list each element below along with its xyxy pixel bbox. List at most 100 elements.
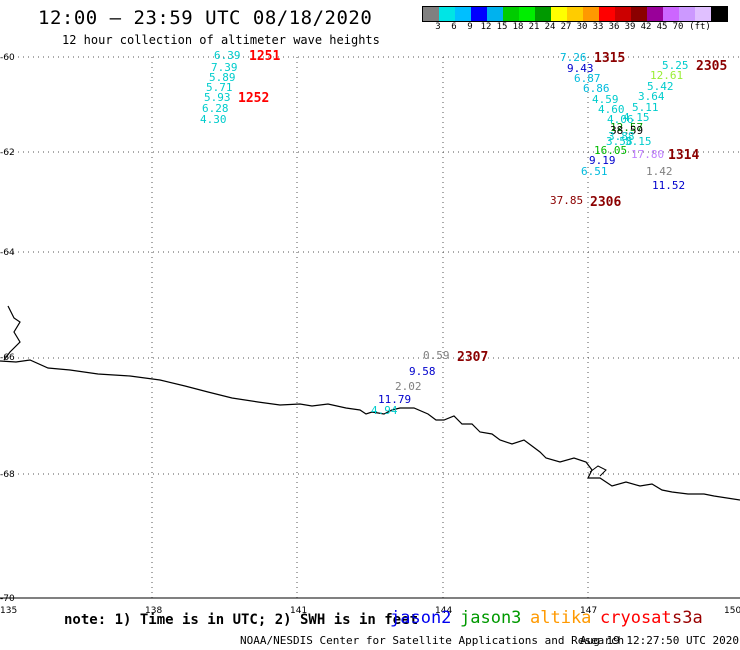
wave-height-value: 11.52 xyxy=(652,179,685,192)
wave-height-value: 4.06 xyxy=(607,113,634,126)
satellite-cryosat: cryosat xyxy=(600,608,672,628)
latitude-label: -70 xyxy=(0,594,15,604)
pass-time-label: 2307 xyxy=(457,350,488,365)
wave-height-value: 5.11 xyxy=(632,101,659,114)
wave-height-value: 5.71 xyxy=(206,81,233,94)
wave-height-value: 0.59 xyxy=(423,349,450,362)
wave-height-value: 7.26 xyxy=(560,51,587,64)
axis-labels: -60 -62 -64 -66 -68 -70 135 138 141 144 147 150 xyxy=(0,53,740,616)
satellite-s3a: s3a xyxy=(672,608,703,628)
satellite-jason2: jason2 xyxy=(390,608,452,628)
color-scale-label: (ft) xyxy=(689,22,711,32)
wave-height-value: 17.80 xyxy=(631,148,664,161)
wave-height-value: 5.89 xyxy=(209,71,236,84)
wave-height-value: 5.25 xyxy=(662,59,689,72)
wave-height-value: 3.58 xyxy=(606,135,633,148)
wave-height-value: 38.59 xyxy=(610,124,643,137)
wave-height-value: 9.58 xyxy=(409,365,436,378)
pass-time-label: 2306 xyxy=(590,195,621,210)
color-scale-label: 9 xyxy=(467,22,473,32)
wave-height-value: 37.85 xyxy=(550,194,583,207)
wave-height-value: 16.05 xyxy=(594,144,627,157)
color-swatch xyxy=(503,7,519,21)
pass-time-label: 1252 xyxy=(238,91,269,106)
wave-height-value: 4.94 xyxy=(371,404,398,417)
color-swatch xyxy=(599,7,615,21)
color-scale-label: 70 xyxy=(672,22,684,32)
color-scale-label: 24 xyxy=(544,22,556,32)
color-scale-label: 18 xyxy=(512,22,524,32)
color-swatch xyxy=(519,7,535,21)
color-swatch xyxy=(439,7,455,21)
wave-height-value: 5.42 xyxy=(647,80,674,93)
footer-credit: NOAA/NESDIS Center for Satellite Applica… xyxy=(240,634,625,647)
latitude-label: -62 xyxy=(0,148,15,158)
antarctic-coastline-detail xyxy=(589,465,607,477)
color-swatch xyxy=(583,7,599,21)
footer-timestamp: Aug 19 12:27:50 UTC 2020 xyxy=(580,634,739,647)
wave-height-value: 12.57 xyxy=(610,121,643,134)
color-swatch xyxy=(711,7,727,21)
wave-height-value: 5.93 xyxy=(204,91,231,104)
color-scale-label: 15 xyxy=(496,22,508,32)
footer-note: note: 1) Time is in UTC; 2) SWH is in fe… xyxy=(64,612,419,628)
color-scale-label: 33 xyxy=(592,22,604,32)
wave-height-value: 3.88 xyxy=(608,130,635,143)
color-scale-bar xyxy=(422,6,728,22)
latitude-label: -64 xyxy=(0,248,15,258)
color-swatch xyxy=(535,7,551,21)
color-scale-label: 6 xyxy=(451,22,457,32)
color-scale-label: 30 xyxy=(576,22,588,32)
wave-height-value: 4.15 xyxy=(623,111,650,124)
color-swatch xyxy=(455,7,471,21)
color-scale-label: 12 xyxy=(480,22,492,32)
color-scale-label: 45 xyxy=(656,22,668,32)
color-scale-label: 3 xyxy=(435,22,441,32)
color-scale-label: 27 xyxy=(560,22,572,32)
color-swatch xyxy=(551,7,567,21)
wave-height-value: 4.59 xyxy=(592,93,619,106)
color-swatch xyxy=(615,7,631,21)
wave-height-value: 6.39 xyxy=(214,49,241,62)
longitude-label: 144 xyxy=(435,606,452,616)
wave-height-value: 12.61 xyxy=(650,69,683,82)
color-scale-label: 39 xyxy=(624,22,636,32)
color-swatch xyxy=(663,7,679,21)
map-title: 12:00 – 23:59 UTC 08/18/2020 xyxy=(38,7,373,29)
pass-time-label: 1315 xyxy=(594,51,625,66)
lat-lon-grid xyxy=(0,56,740,599)
wave-height-value: 6.51 xyxy=(581,165,608,178)
latitude-label: -68 xyxy=(0,470,15,480)
wave-height-value: 9.43 xyxy=(567,62,594,75)
satellite-altika: altika xyxy=(530,608,592,628)
longitude-label: 150 xyxy=(724,606,740,616)
color-swatch xyxy=(487,7,503,21)
measurement-labels: 6.397.395.895.715.936.284.30 7.269.436.87… xyxy=(200,49,727,417)
color-swatch xyxy=(567,7,583,21)
color-swatch xyxy=(647,7,663,21)
color-swatch xyxy=(679,7,695,21)
wave-height-value: 11.79 xyxy=(378,393,411,406)
wave-height-value: 7.39 xyxy=(211,61,238,74)
color-scale-label: 36 xyxy=(608,22,620,32)
color-scale-label: 21 xyxy=(528,22,540,32)
wave-height-value: 4.30 xyxy=(200,113,227,126)
wave-height-value: 9.19 xyxy=(589,154,616,167)
pass-time-label: 1314 xyxy=(668,148,699,163)
pass-time-label: 2305 xyxy=(696,59,727,74)
color-swatch xyxy=(695,7,711,21)
longitude-label: 138 xyxy=(145,606,162,616)
satellite-jason3: jason3 xyxy=(460,608,522,628)
wave-height-value: 2.02 xyxy=(395,380,422,393)
wave-height-value: 6.87 xyxy=(574,72,601,85)
wave-height-value: 3.64 xyxy=(638,90,665,103)
latitude-label: -66 xyxy=(0,353,15,363)
latitude-label: -60 xyxy=(0,53,15,63)
antarctic-coastline xyxy=(0,305,740,501)
color-swatch xyxy=(471,7,487,21)
longitude-label: 141 xyxy=(290,606,307,616)
pass-time-label: 1251 xyxy=(249,49,280,64)
longitude-label: 135 xyxy=(0,606,17,616)
map-subtitle: 12 hour collection of altimeter wave hei… xyxy=(62,33,380,47)
